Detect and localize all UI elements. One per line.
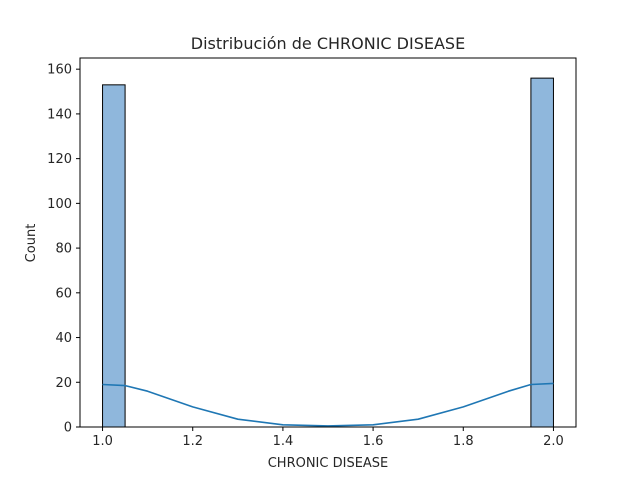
y-tick-label-4: 60 — [55, 286, 72, 301]
x-axis-label: CHRONIC DISEASE — [268, 456, 389, 471]
axes-group: 1.0 1.2 1.4 1.6 1.8 2.0 0 20 40 60 80 100 120 140 160 — [47, 57, 577, 449]
plot-frame — [79, 57, 577, 428]
y-tick-label-6: 100 — [47, 197, 72, 212]
chart-title: Distribución de CHRONIC DISEASE — [191, 34, 465, 53]
y-tick-label-8: 140 — [47, 107, 72, 122]
x-tick-label-6: 2.0 — [543, 434, 564, 449]
y-tick-label-1: 0 — [64, 421, 72, 436]
y-tick-label-5: 80 — [55, 242, 72, 257]
y-tick-label-7: 120 — [47, 152, 72, 167]
y-axis-label: Count — [24, 224, 39, 263]
kde-curve — [102, 382, 554, 427]
x-tick-label-1: 1.0 — [92, 434, 113, 449]
y-tick-label-3: 40 — [55, 331, 72, 346]
x-tick-label-5: 1.8 — [453, 434, 474, 449]
bars-group — [102, 77, 554, 428]
kde-group — [102, 382, 554, 427]
y-tick-label-9: 160 — [47, 63, 72, 78]
y-tick-label-2: 20 — [55, 376, 72, 391]
histogram-bar-1 — [102, 84, 126, 428]
x-tick-label-2: 1.2 — [182, 434, 203, 449]
histogram-bar-2 — [530, 77, 554, 428]
x-tick-label-3: 1.4 — [273, 434, 294, 449]
x-tick-label-4: 1.6 — [363, 434, 384, 449]
